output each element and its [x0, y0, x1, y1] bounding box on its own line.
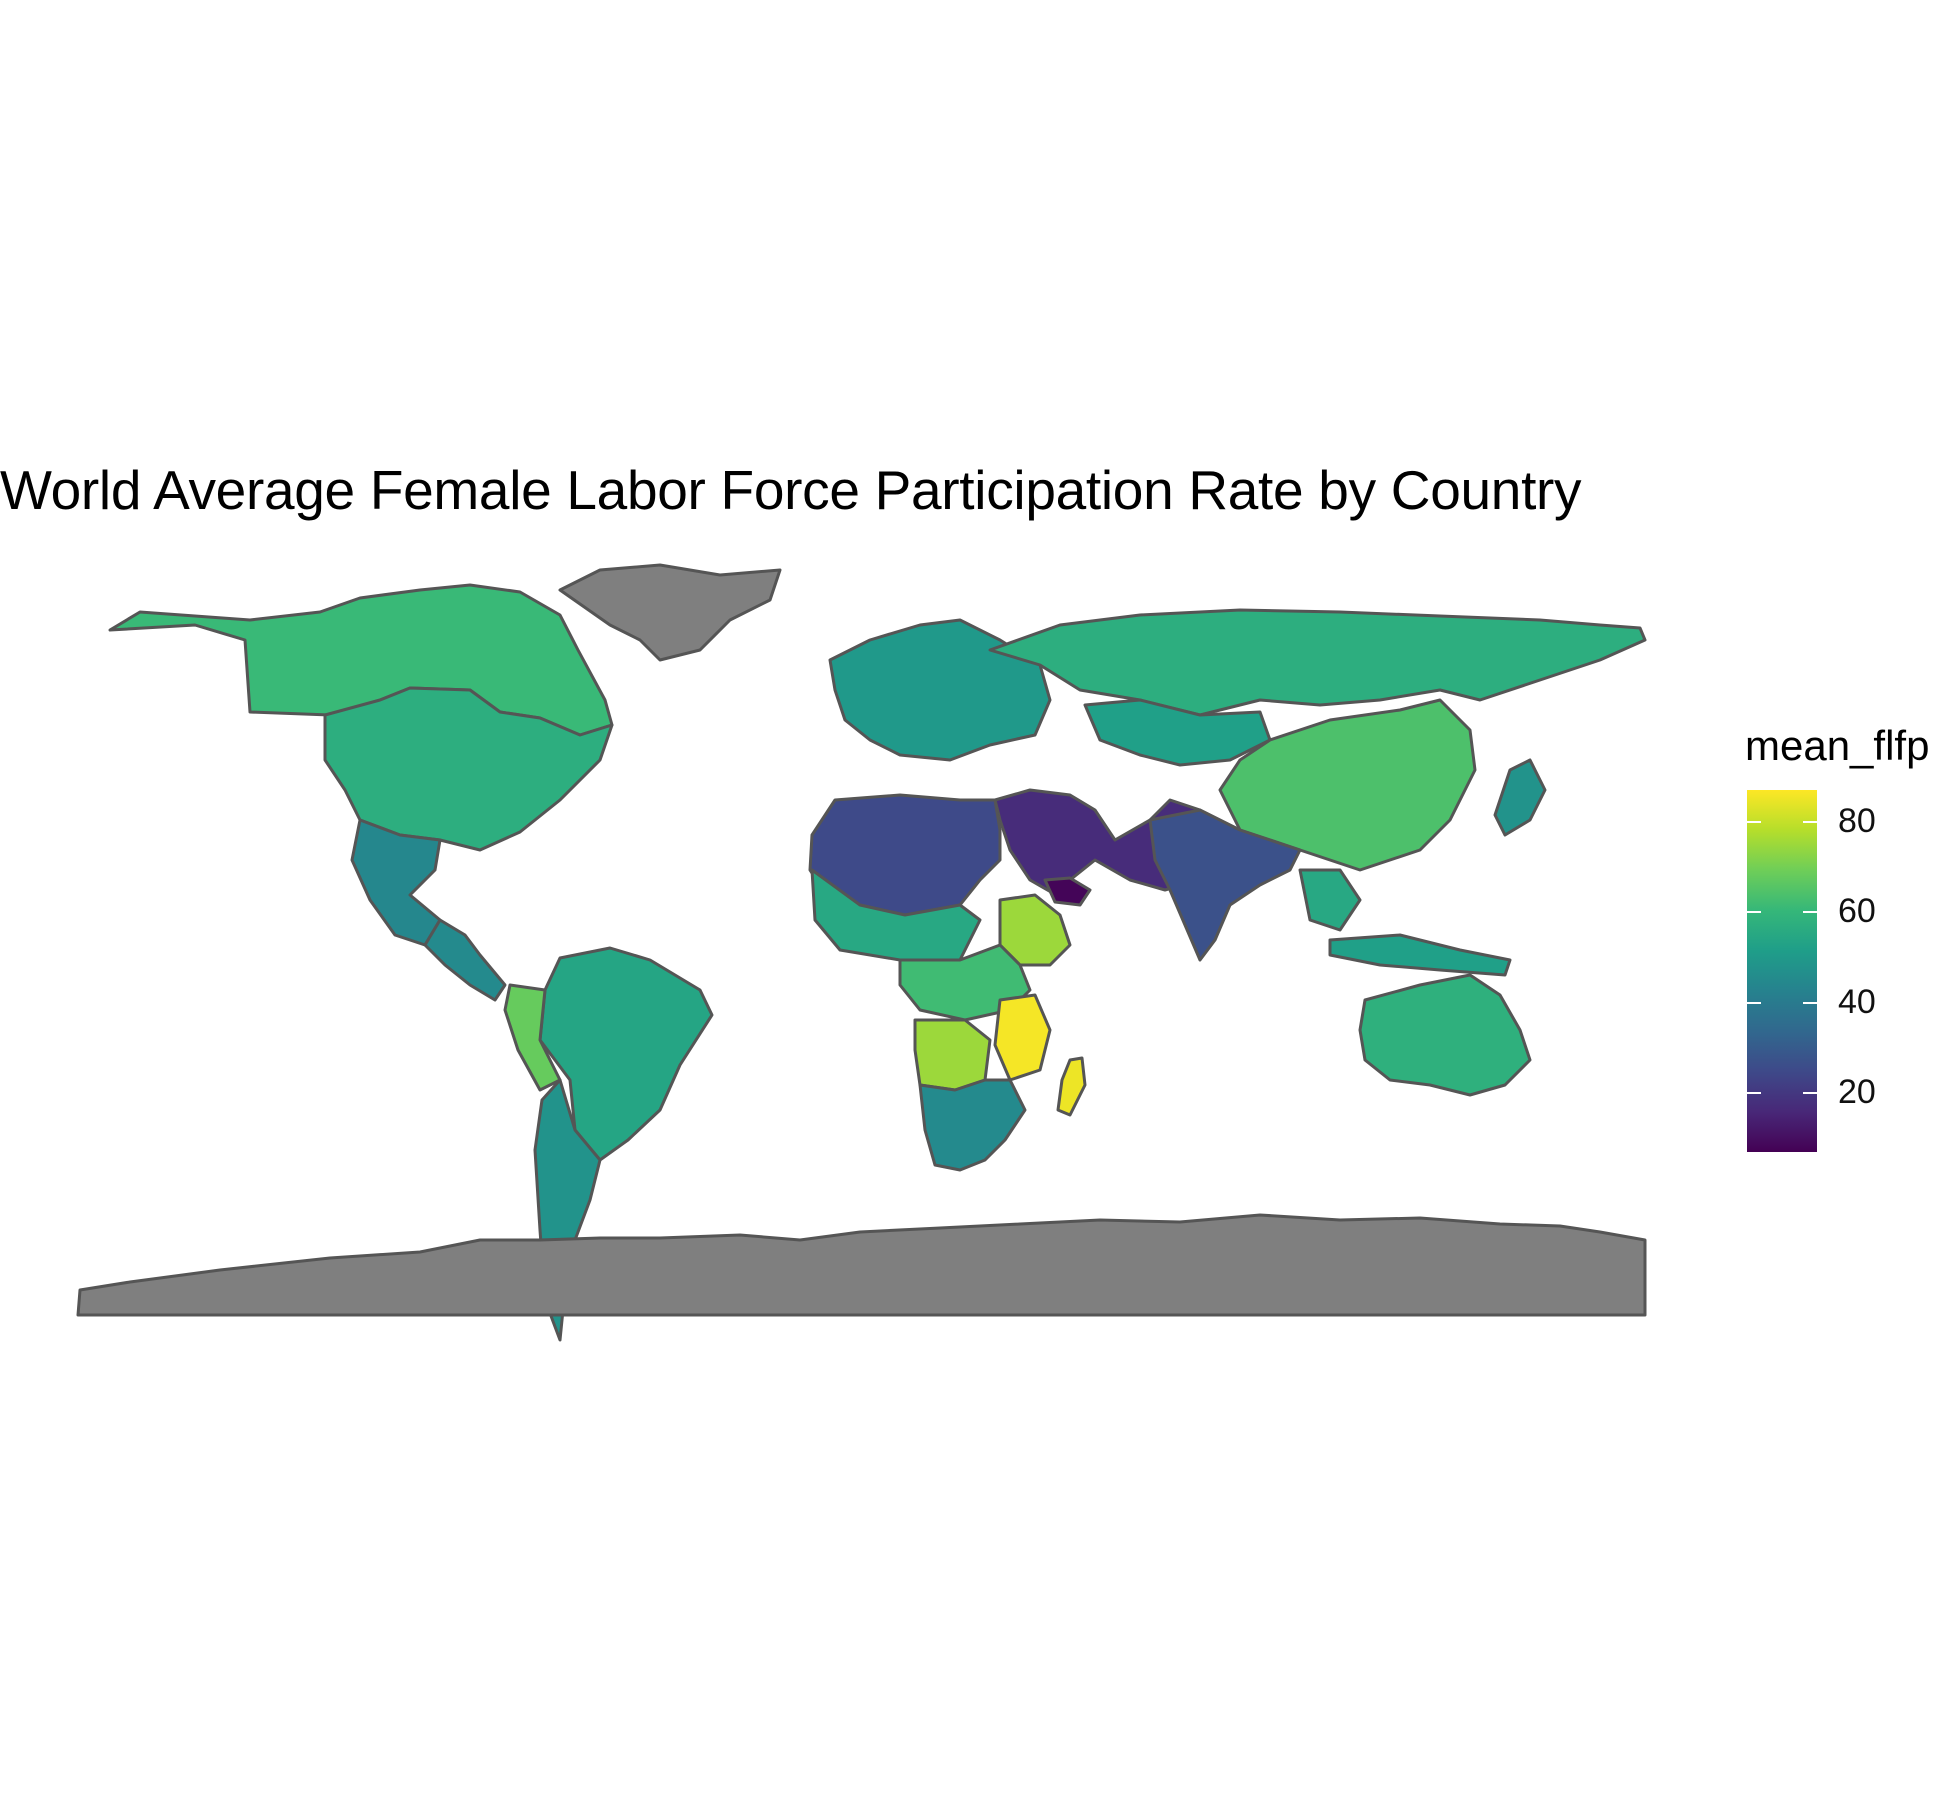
legend-tick-label: 40 [1838, 982, 1876, 1021]
legend-tick-mark [1747, 911, 1761, 914]
legend-tick-mark [1747, 820, 1761, 823]
region-indonesia [1328, 933, 1512, 977]
region-southern-africa [918, 1078, 1027, 1172]
legend-tick-mark [1803, 820, 1817, 823]
region-central-america [423, 918, 507, 1002]
legend-tick-label: 60 [1838, 892, 1876, 931]
region-japan [1493, 758, 1547, 837]
colorbar [1747, 790, 1817, 1152]
legend-tick-mark [1803, 1001, 1817, 1004]
region-mexico [350, 818, 442, 947]
region-india [1148, 808, 1302, 962]
region-kazakhstan [1083, 698, 1272, 767]
region-madagascar [1056, 1056, 1087, 1117]
legend-tick-mark [1747, 1001, 1761, 1004]
region-angola [913, 1018, 992, 1092]
region-united-states [323, 686, 614, 852]
region-australia [1358, 973, 1532, 1097]
region-yemen [1043, 876, 1092, 907]
legend-tick-mark [1803, 1092, 1817, 1095]
legend-tick-label: 20 [1838, 1073, 1876, 1112]
region-antarctica [76, 1213, 1647, 1317]
region-peru [503, 983, 562, 1092]
legend-tick-label: 80 [1838, 801, 1876, 840]
region-russia [988, 608, 1647, 717]
map-title: World Average Female Labor Force Partici… [0, 459, 1582, 521]
legend-tick-mark [1747, 1092, 1761, 1095]
legend-title: mean_flfp [1745, 722, 1930, 769]
region-southeast-asia [1298, 868, 1362, 932]
region-europe [828, 618, 1052, 762]
region-china [1218, 698, 1477, 872]
region-greenland [558, 563, 782, 662]
legend-tick-mark [1803, 911, 1817, 914]
region-tanzania [993, 993, 1052, 1082]
